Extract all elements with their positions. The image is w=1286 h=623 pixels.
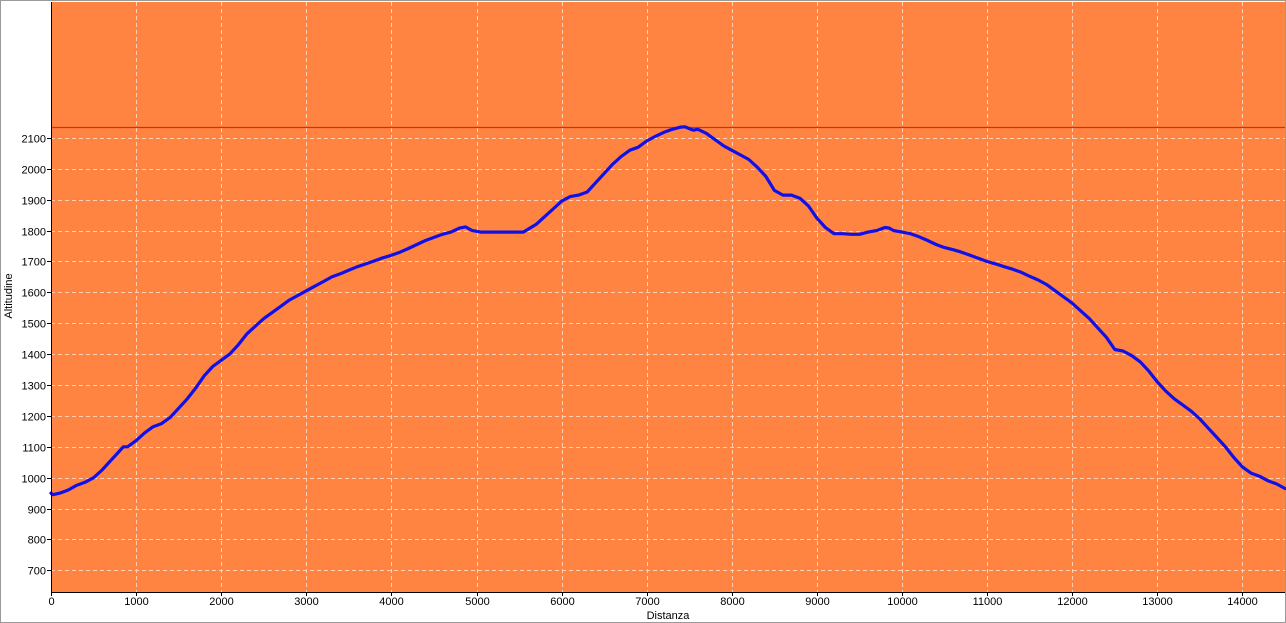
x-tick-label: 1000 — [124, 596, 148, 608]
x-tick-label: 5000 — [465, 596, 489, 608]
y-tick-label: 1000 — [22, 474, 46, 486]
x-tick-label: 9000 — [805, 596, 829, 608]
x-tick-label: 4000 — [379, 596, 403, 608]
y-tick-label: 1500 — [22, 319, 46, 331]
y-tick-label: 1900 — [22, 196, 46, 208]
x-tick-label: 0 — [48, 596, 54, 608]
y-tick-label: 2000 — [22, 165, 46, 177]
x-tick-label: 3000 — [294, 596, 318, 608]
y-tick-label: 800 — [28, 535, 46, 547]
y-tick-label: 1400 — [22, 350, 46, 362]
x-tick-label: 6000 — [550, 596, 574, 608]
y-axis-title: Altitudine — [3, 273, 15, 318]
y-tick-label: 2100 — [22, 134, 46, 146]
x-tick-label: 14000 — [1227, 596, 1258, 608]
x-tick-label: 11000 — [973, 596, 1003, 608]
y-tick-label: 1800 — [22, 227, 46, 239]
x-axis-ticks: 0 1000 2000 3000 4000 5000 6000 7000 8000 9000 100… — [48, 592, 1258, 608]
x-tick-label: 8000 — [720, 596, 744, 608]
grid-lines — [51, 2, 1285, 592]
altitude-series-line — [49, 125, 1286, 497]
x-tick-label: 10000 — [887, 596, 918, 608]
y-tick-label: 1100 — [22, 443, 46, 455]
y-tick-label: 700 — [28, 566, 46, 578]
y-axis-ticks: 700 800 900 1000 1100 1200 1300 1400 1500 1600 170… — [22, 134, 51, 578]
y-tick-label: 1600 — [22, 288, 46, 300]
y-tick-label: 1700 — [22, 257, 46, 269]
y-tick-label: 1200 — [22, 412, 46, 424]
x-tick-label: 12000 — [1057, 596, 1088, 608]
x-tick-label: 7000 — [635, 596, 659, 608]
x-axis-title: Distanza — [647, 610, 691, 622]
y-tick-label: 1300 — [22, 381, 46, 393]
plot-area — [51, 2, 1285, 592]
x-tick-label: 13000 — [1142, 596, 1173, 608]
x-tick-label: 2000 — [209, 596, 233, 608]
y-tick-label: 900 — [28, 505, 46, 517]
